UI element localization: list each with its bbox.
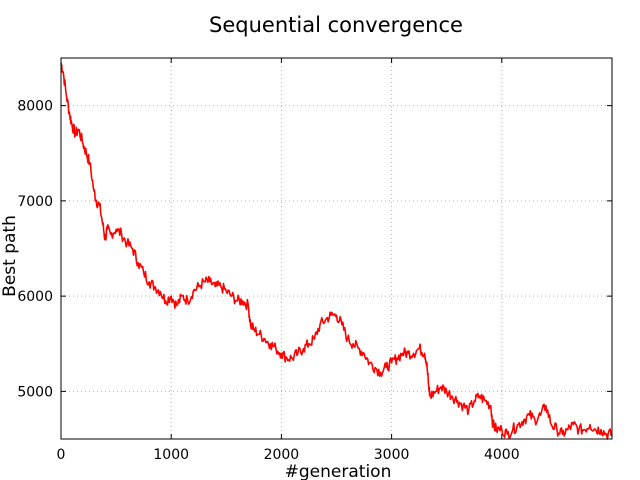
- y-tick-label: 8000: [17, 99, 53, 115]
- grid-lines: [60, 58, 612, 439]
- y-tick-label: 5000: [17, 384, 53, 400]
- x-tick-label: 0: [57, 447, 66, 463]
- x-tick-labels: 0 1000 2000 3000 4000: [57, 447, 520, 463]
- y-axis-label: Best path: [0, 215, 20, 297]
- series-line: [60, 62, 613, 440]
- y-tick-labels: 5000 6000 7000 8000: [17, 99, 53, 401]
- chart-title: Sequential convergence: [209, 13, 463, 37]
- x-axis-label: #generation: [285, 462, 392, 480]
- x-tick-label: 4000: [484, 447, 520, 463]
- x-tick-label: 1000: [153, 447, 189, 463]
- series-layer: [60, 62, 613, 440]
- plot-frame: [60, 57, 613, 440]
- y-tick-label: 7000: [17, 194, 53, 210]
- y-tick-label: 6000: [17, 289, 53, 305]
- x-tick-label: 2000: [264, 447, 300, 463]
- x-tick-label: 3000: [374, 447, 410, 463]
- axis-ticks: [60, 58, 612, 439]
